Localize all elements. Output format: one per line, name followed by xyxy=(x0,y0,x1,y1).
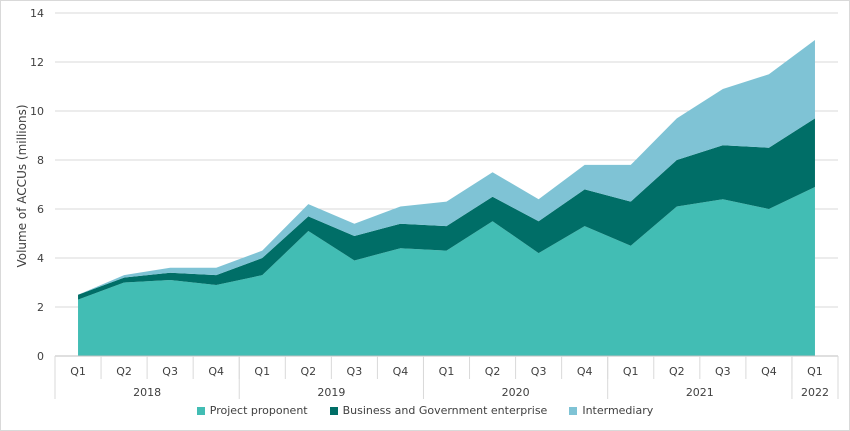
area-business-and-government-enterprise xyxy=(78,118,815,300)
year-label: 2021 xyxy=(686,386,714,399)
x-tick-label: Q3 xyxy=(531,365,547,378)
legend-item: Project proponent xyxy=(196,404,308,417)
legend: Project proponent Business and Government… xyxy=(0,404,850,417)
x-tick-label: Q1 xyxy=(807,365,823,378)
year-label: 2020 xyxy=(502,386,530,399)
x-tick-label: Q4 xyxy=(393,365,409,378)
y-tick-label: 12 xyxy=(30,56,44,69)
x-axis: Q1 Q2 Q3 Q4 Q1 Q2 Q3 Q4 Q1 Q2 Q3 Q4 Q1 Q2 Q3 Q4 Q1 2018 20… xyxy=(54,355,839,399)
x-tick-label: Q4 xyxy=(208,365,224,378)
legend-swatch xyxy=(196,406,205,415)
year-label: 2018 xyxy=(133,386,161,399)
x-tick-label: Q4 xyxy=(577,365,593,378)
legend-item: Intermediary xyxy=(569,404,653,417)
x-tick-label: Q3 xyxy=(347,365,363,378)
y-tick-label: 8 xyxy=(37,154,44,167)
year-label: 2022 xyxy=(801,386,829,399)
x-tick-label: Q2 xyxy=(669,365,685,378)
y-tick-label: 4 xyxy=(37,252,44,265)
x-tick-label: Q2 xyxy=(300,365,316,378)
x-tick-label: Q3 xyxy=(162,365,178,378)
x-tick-label: Q1 xyxy=(623,365,639,378)
area-series xyxy=(78,39,815,356)
area-project-proponent xyxy=(78,186,815,356)
legend-swatch xyxy=(329,406,338,415)
legend-label: Intermediary xyxy=(582,404,654,417)
x-tick-label: Q2 xyxy=(485,365,501,378)
x-tick-label: Q2 xyxy=(116,365,132,378)
legend-swatch xyxy=(569,406,578,415)
y-tick-label: 10 xyxy=(30,105,44,118)
x-tick-label: Q3 xyxy=(715,365,731,378)
legend-item: Business and Government enterprise xyxy=(329,404,548,417)
y-tick-label: 2 xyxy=(37,301,44,314)
y-tick-labels: 0 2 4 6 8 10 12 14 xyxy=(30,7,44,363)
y-tick-label: 0 xyxy=(37,350,44,363)
y-axis-title: Volume of ACCUs (millions) xyxy=(15,104,29,267)
legend-label: Project proponent xyxy=(209,404,308,417)
x-tick-label: Q4 xyxy=(761,365,777,378)
legend-label: Business and Government enterprise xyxy=(342,404,548,417)
y-tick-label: 6 xyxy=(37,203,44,216)
x-tick-label: Q1 xyxy=(70,365,86,378)
y-tick-label: 14 xyxy=(30,7,44,20)
x-tick-label: Q1 xyxy=(439,365,455,378)
year-label: 2019 xyxy=(317,386,345,399)
x-tick-label: Q1 xyxy=(254,365,270,378)
area-intermediary xyxy=(78,39,815,295)
